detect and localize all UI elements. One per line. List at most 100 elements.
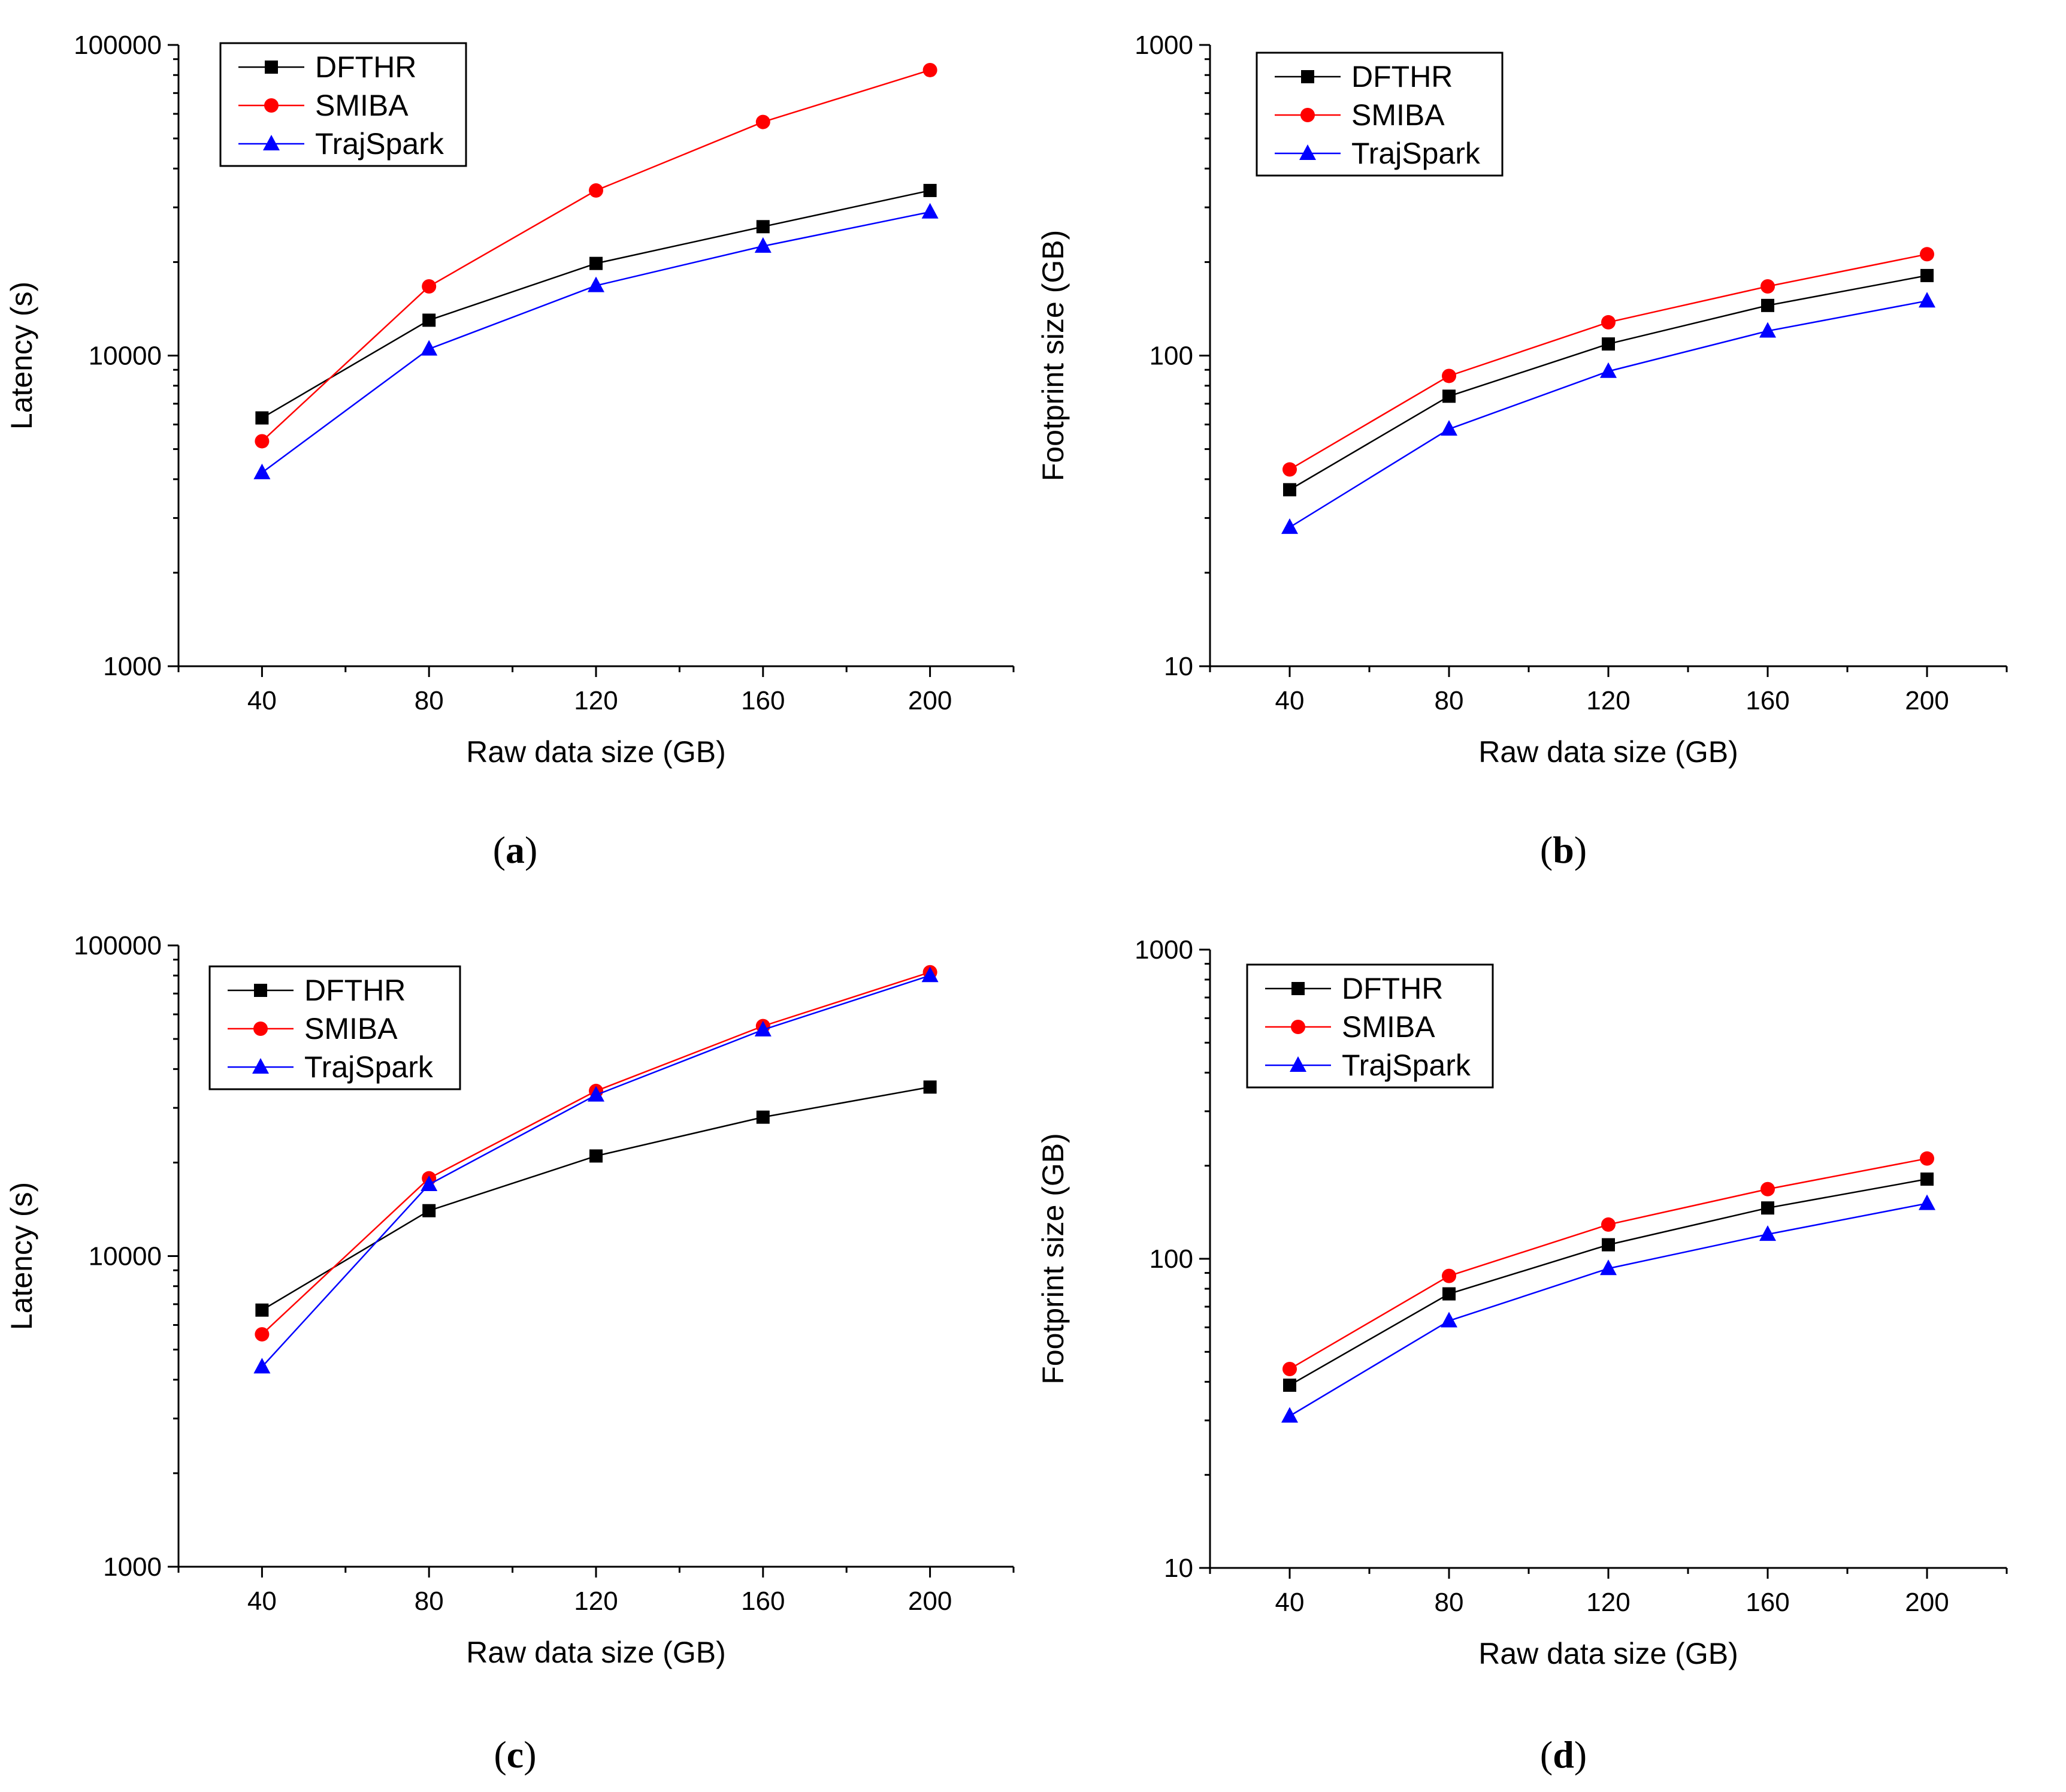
legend-marker-smiba [253,1022,268,1036]
data-point-dfthr [1920,268,1934,282]
legend-marker-trajspark [1290,1056,1306,1072]
legend-label-trajspark: TrajSpark [1351,137,1481,170]
x-axis-title: Raw data size (GB) [1478,1637,1738,1670]
series-line-dfthr [261,1086,930,1311]
panel-label: (b) [1540,829,1587,871]
x-tick-label: 160 [741,1586,785,1616]
y-tick-label: 1000 [1135,935,1193,965]
data-point-trajspark [1919,1194,1935,1210]
legend-label-trajspark: TrajSpark [304,1050,434,1084]
y-tick-label: 100000 [74,31,162,60]
data-point-dfthr [255,1303,269,1317]
x-tick-label: 40 [247,686,277,715]
data-point-trajspark [1281,518,1298,534]
data-point-smiba [1920,1151,1934,1166]
x-tick-label: 80 [415,1586,444,1616]
data-point-dfthr [589,256,603,270]
data-point-trajspark [754,237,772,253]
y-tick-label: 10 [1164,1554,1193,1583]
x-tick-label: 40 [247,1586,277,1616]
legend-marker-dfthr [1291,982,1305,995]
x-axis-title: Raw data size (GB) [1478,735,1738,769]
data-point-dfthr [422,1204,436,1217]
legend-box [1256,52,1504,177]
panel-label: (c) [494,1733,536,1776]
x-tick-label: 200 [908,1586,952,1616]
data-point-trajspark [588,276,604,292]
data-point-smiba [1761,1181,1775,1196]
data-point-trajspark [1600,1259,1617,1276]
y-axis-title: Footprint size (GB) [1036,230,1070,482]
panel-label: (a) [493,829,538,871]
data-point-smiba [1761,279,1775,294]
legend-label-smiba: SMIBA [1342,1010,1435,1044]
y-tick-label: 10000 [89,1242,162,1271]
y-axis-title: Footprint size (GB) [1036,1133,1070,1385]
legend-box [219,42,467,167]
data-point-dfthr [1602,337,1615,351]
x-tick-label: 80 [1435,686,1464,715]
series-line-trajspark [261,211,930,473]
legend-label-dfthr: DFTHR [304,974,406,1007]
data-point-smiba [1920,247,1934,262]
data-point-dfthr [1442,1287,1456,1301]
x-tick-label: 120 [574,1586,618,1616]
data-point-trajspark [921,203,939,219]
data-point-trajspark [1759,322,1776,338]
data-point-trajspark [1759,1225,1776,1241]
data-point-dfthr [1283,483,1296,497]
legend-label-trajspark: TrajSpark [1342,1048,1471,1082]
legend-marker-smiba [1300,108,1315,122]
data-point-dfthr [255,411,269,425]
data-point-trajspark [253,1358,271,1374]
legend-label-smiba: SMIBA [315,89,409,122]
data-point-dfthr [756,220,770,234]
data-point-smiba [1282,462,1297,477]
legend-marker-trajspark [1299,144,1316,160]
x-tick-label: 160 [1746,686,1789,715]
x-tick-label: 120 [1586,1588,1630,1617]
legend-label-dfthr: DFTHR [1342,972,1443,1005]
series-line-smiba [1289,253,1928,470]
y-tick-label: 100 [1150,1244,1193,1274]
data-point-smiba [255,1327,270,1342]
x-tick-label: 80 [1435,1588,1464,1617]
y-tick-label: 100000 [74,931,162,960]
data-point-trajspark [1441,1311,1457,1328]
data-point-dfthr [1442,389,1456,403]
y-axis-title: Latency (s) [5,1182,38,1330]
legend-marker-dfthr [1301,70,1314,83]
data-point-trajspark [421,340,438,356]
data-point-trajspark [754,1020,772,1036]
data-point-smiba [1442,1268,1456,1283]
data-point-dfthr [1761,298,1774,312]
chart-panel-c: 1000 10000 100000 40 80 120 160 200 Raw data siz… [5,931,1015,1776]
x-tick-label: 40 [1275,686,1305,715]
legend-marker-dfthr [265,61,278,74]
data-point-dfthr [1602,1238,1615,1252]
data-point-trajspark [588,1086,604,1102]
legend: DFTHR SMIBA TrajSpark [219,42,467,167]
series-line-dfthr [1289,1178,1928,1386]
x-tick-label: 40 [1275,1588,1305,1617]
data-point-smiba [1601,1217,1616,1232]
data-point-dfthr [756,1110,770,1124]
series-line-dfthr [1289,274,1928,491]
legend: DFTHR SMIBA TrajSpark [1246,963,1494,1089]
y-tick-label: 100 [1150,342,1193,371]
x-tick-label: 200 [908,686,952,715]
data-point-trajspark [1919,292,1935,308]
data-point-trajspark [1441,420,1457,436]
x-tick-label: 80 [415,686,444,715]
data-point-smiba [1282,1361,1297,1376]
data-point-smiba [1442,368,1456,383]
data-point-dfthr [1283,1379,1296,1392]
legend-box [1246,963,1494,1089]
y-tick-label: 10 [1164,652,1193,681]
chart-panel-b: 10 100 1000 40 80 120 160 200 Raw data size (GB)… [1036,31,2008,871]
data-point-smiba [255,434,270,449]
data-point-smiba [922,62,937,77]
legend-label-dfthr: DFTHR [315,50,416,84]
legend-marker-smiba [1291,1020,1305,1034]
data-point-trajspark [1600,362,1617,378]
